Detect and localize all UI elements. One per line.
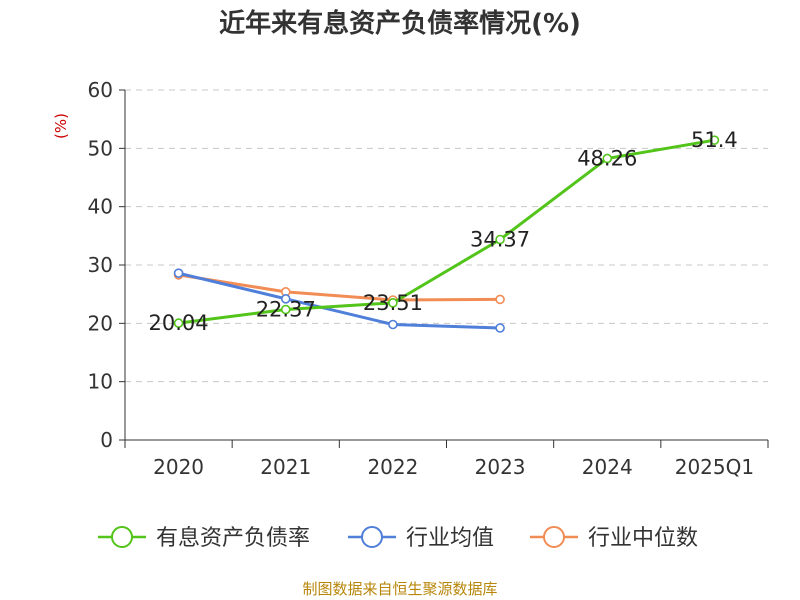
data-point: [709, 135, 720, 145]
source-note: 制图数据来自恒生聚源数据库: [302, 580, 497, 598]
y-tick-label: 0: [100, 428, 113, 452]
x-tick-label: 2025Q1: [675, 455, 754, 479]
y-tick-label: 10: [88, 370, 113, 394]
data-label: 34.37: [470, 228, 530, 252]
y-tick-label: 30: [88, 253, 113, 277]
legend-label: 有息资产负债率: [156, 526, 310, 551]
y-tick-label: 60: [88, 78, 113, 102]
chart-title: 近年来有息资产负债率情况(%): [219, 8, 581, 39]
data-point: [173, 318, 184, 328]
data-point: [280, 304, 291, 315]
legend-label: 行业均值: [406, 526, 494, 551]
data-point: [495, 294, 505, 305]
series-2: [173, 270, 505, 305]
data-label: 23.51: [363, 291, 423, 315]
legend-item: 有息资产负债率: [98, 526, 310, 551]
legend-marker: [543, 526, 565, 548]
y-axis-label: (%): [52, 113, 70, 139]
series-layer: [173, 135, 720, 333]
data-point: [388, 298, 398, 308]
data-point: [173, 268, 184, 278]
axes: 0 10 20 30 40 50 60 2020 2021 2022 2023 2024 2025Q1: [88, 78, 769, 479]
series-line: [178, 271, 501, 330]
legend-item: 行业中位数: [530, 526, 698, 551]
series-line: [178, 273, 501, 302]
x-tick-label: 2023: [475, 455, 526, 479]
series-0: [173, 135, 720, 328]
x-tick-label: 2022: [367, 455, 418, 479]
data-label: 20.04: [149, 311, 209, 335]
data-labels: 20.04 22.37 23.51 34.37 48.26 51.4: [149, 128, 738, 335]
y-tick-label: 20: [88, 311, 113, 335]
y-tick-label: 40: [88, 195, 113, 219]
y-tick-label: 50: [88, 136, 113, 160]
data-point: [495, 234, 505, 245]
series-1: [173, 268, 505, 333]
data-label: 22.37: [256, 298, 316, 322]
x-tick-label: 2020: [153, 455, 204, 479]
x-tick-label: 2021: [260, 455, 311, 479]
legend-marker: [111, 526, 133, 548]
grid-lines: [125, 89, 768, 383]
data-point: [388, 319, 398, 330]
data-label: 48.26: [577, 146, 637, 170]
data-point: [280, 294, 291, 304]
legend-item: 行业均值: [348, 526, 494, 551]
series-line: [178, 138, 715, 325]
data-point: [602, 153, 613, 164]
legend-marker: [361, 526, 383, 548]
legend-label: 行业中位数: [588, 526, 698, 551]
data-point: [495, 323, 505, 333]
x-tick-label: 2024: [582, 455, 633, 479]
legend: 有息资产负债率 行业均值 行业中位数: [98, 526, 698, 551]
data-label: 51.4: [691, 128, 738, 152]
